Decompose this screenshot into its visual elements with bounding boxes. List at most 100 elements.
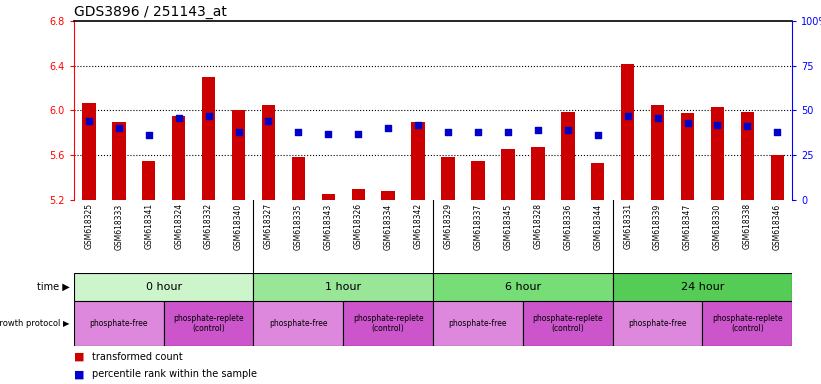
Text: growth protocol ▶: growth protocol ▶ — [0, 319, 70, 328]
Bar — [711, 107, 724, 200]
Point — [142, 132, 155, 139]
Bar — [112, 122, 126, 200]
Bar — [703, 301, 792, 346]
Bar — [142, 161, 155, 200]
Text: phosphate-free: phosphate-free — [269, 319, 328, 328]
Text: percentile rank within the sample: percentile rank within the sample — [92, 369, 257, 379]
Text: GSM618325: GSM618325 — [85, 204, 94, 250]
Text: phosphate-free: phosphate-free — [89, 319, 148, 328]
Bar — [612, 301, 703, 346]
Text: time ▶: time ▶ — [37, 282, 70, 292]
Bar — [471, 161, 484, 200]
Point — [621, 113, 634, 119]
Text: GSM618345: GSM618345 — [503, 204, 512, 250]
Bar — [433, 273, 612, 301]
Point — [562, 127, 575, 133]
Bar — [343, 301, 433, 346]
Text: GSM618343: GSM618343 — [323, 204, 333, 250]
Text: transformed count: transformed count — [92, 352, 183, 362]
Point — [651, 114, 664, 121]
Bar — [741, 111, 754, 200]
Bar — [382, 191, 395, 200]
Text: GSM618331: GSM618331 — [623, 204, 632, 250]
Bar — [254, 273, 433, 301]
Text: GSM618328: GSM618328 — [534, 204, 543, 249]
Point — [411, 122, 424, 128]
Bar — [202, 77, 215, 200]
Point — [442, 129, 455, 135]
Text: GSM618344: GSM618344 — [594, 204, 603, 250]
Bar — [523, 301, 612, 346]
Text: phosphate-replete
(control): phosphate-replete (control) — [353, 314, 424, 333]
Text: GSM618337: GSM618337 — [474, 204, 483, 250]
Text: GSM618347: GSM618347 — [683, 204, 692, 250]
Bar — [172, 116, 186, 200]
Point — [322, 131, 335, 137]
Point — [471, 129, 484, 135]
Bar — [411, 122, 424, 200]
Text: ■: ■ — [74, 352, 85, 362]
Text: GSM618330: GSM618330 — [713, 204, 722, 250]
Point — [82, 118, 95, 124]
Text: phosphate-free: phosphate-free — [449, 319, 507, 328]
Text: GSM618326: GSM618326 — [354, 204, 363, 250]
Text: phosphate-free: phosphate-free — [628, 319, 687, 328]
Text: 24 hour: 24 hour — [681, 282, 724, 292]
Point — [291, 129, 305, 135]
Text: 6 hour: 6 hour — [505, 282, 541, 292]
Bar — [433, 301, 523, 346]
Text: GSM618332: GSM618332 — [204, 204, 213, 250]
Bar — [232, 111, 245, 200]
Point — [531, 127, 544, 133]
Text: GSM618336: GSM618336 — [563, 204, 572, 250]
Bar — [561, 111, 575, 200]
Bar — [612, 273, 792, 301]
Point — [202, 113, 215, 119]
Text: GSM618327: GSM618327 — [264, 204, 273, 250]
Point — [262, 118, 275, 124]
Point — [112, 125, 126, 131]
Bar — [74, 273, 254, 301]
Text: ■: ■ — [74, 369, 85, 379]
Bar — [322, 194, 335, 200]
Bar — [351, 189, 365, 200]
Bar — [651, 105, 664, 200]
Bar — [771, 155, 784, 200]
Text: GSM618340: GSM618340 — [234, 204, 243, 250]
Text: phosphate-replete
(control): phosphate-replete (control) — [173, 314, 244, 333]
Point — [591, 132, 604, 139]
Bar — [74, 301, 163, 346]
Point — [172, 114, 186, 121]
Text: GSM618338: GSM618338 — [743, 204, 752, 250]
Text: GSM618324: GSM618324 — [174, 204, 183, 250]
Text: GSM618329: GSM618329 — [443, 204, 452, 250]
Text: GSM618342: GSM618342 — [414, 204, 423, 250]
Point — [382, 125, 395, 131]
Text: GDS3896 / 251143_at: GDS3896 / 251143_at — [74, 5, 227, 19]
Bar — [621, 63, 635, 200]
Point — [232, 129, 245, 135]
Bar — [591, 163, 604, 200]
Text: GSM618334: GSM618334 — [383, 204, 392, 250]
Text: phosphate-replete
(control): phosphate-replete (control) — [712, 314, 782, 333]
Bar — [442, 157, 455, 200]
Text: GSM618333: GSM618333 — [114, 204, 123, 250]
Text: 1 hour: 1 hour — [325, 282, 361, 292]
Bar — [501, 149, 515, 200]
Point — [351, 131, 365, 137]
Point — [502, 129, 515, 135]
Point — [741, 123, 754, 129]
Text: 0 hour: 0 hour — [145, 282, 181, 292]
Text: phosphate-replete
(control): phosphate-replete (control) — [533, 314, 603, 333]
Point — [771, 129, 784, 135]
Text: GSM618339: GSM618339 — [653, 204, 662, 250]
Bar — [163, 301, 254, 346]
Bar — [254, 301, 343, 346]
Bar — [531, 147, 544, 200]
Point — [711, 122, 724, 128]
Bar — [681, 113, 695, 200]
Bar — [82, 103, 95, 200]
Text: GSM618341: GSM618341 — [144, 204, 154, 250]
Point — [681, 120, 694, 126]
Text: GSM618346: GSM618346 — [773, 204, 782, 250]
